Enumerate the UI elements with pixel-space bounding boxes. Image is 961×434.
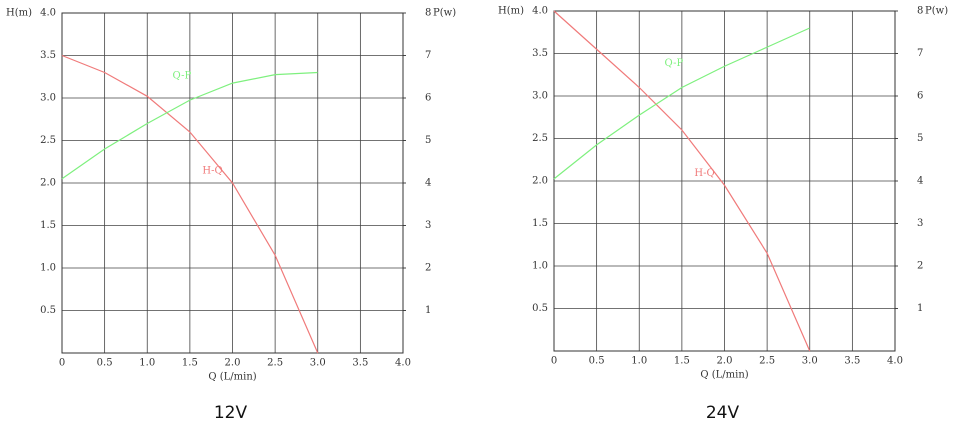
plot-frame xyxy=(61,12,404,354)
y2-tick-label: 8 xyxy=(425,8,431,19)
x-tick-label: 2.5 xyxy=(759,356,775,367)
series-line xyxy=(61,71,318,180)
y2-tick-label: 7 xyxy=(917,48,923,59)
y-tick-label: 1.0 xyxy=(532,261,548,272)
x-tick-label: 3.5 xyxy=(844,356,860,367)
x-tick-label: 3.0 xyxy=(802,356,818,367)
series-label: Q-P xyxy=(665,58,684,69)
y-tick-label: 1.0 xyxy=(40,263,56,274)
series-label: H-Q xyxy=(694,168,714,179)
y-tick-label: 3.5 xyxy=(40,50,56,61)
x-tick-label: 1.0 xyxy=(631,356,647,367)
x-axis-label: Q (L/min) xyxy=(208,372,256,383)
x-tick-label: 0 xyxy=(59,358,65,369)
y-tick-label: 1.5 xyxy=(532,218,548,229)
y2-tick-label: 6 xyxy=(425,93,431,104)
y2-tick-label: 2 xyxy=(917,261,923,272)
y-axis-label: H(m) xyxy=(498,6,524,17)
y-tick-label: 2.0 xyxy=(40,178,56,189)
x-tick-label: 4.0 xyxy=(887,356,903,367)
series-label: H-Q xyxy=(202,166,222,177)
y-tick-label: 2.0 xyxy=(532,176,548,187)
y-tick-label: 4.0 xyxy=(40,8,56,19)
series-line xyxy=(553,27,810,180)
y2-tick-label: 1 xyxy=(425,305,431,316)
y2-tick-label: 3 xyxy=(917,218,923,229)
chart-subtitle: 24V xyxy=(706,403,740,423)
series-line xyxy=(553,10,811,352)
y2-tick-label: 2 xyxy=(425,263,431,274)
plot-frame xyxy=(553,10,896,352)
y2-tick-label: 5 xyxy=(917,133,923,144)
y2-tick-label: 7 xyxy=(425,50,431,61)
y-axis-label: H(m) xyxy=(6,8,32,19)
x-tick-label: 3.0 xyxy=(310,358,326,369)
y-tick-label: 1.5 xyxy=(40,220,56,231)
x-tick-label: 1.0 xyxy=(139,358,155,369)
x-tick-label: 2.0 xyxy=(717,356,733,367)
y2-tick-label: 4 xyxy=(425,178,431,189)
y2-axis-label: P(w) xyxy=(433,8,456,19)
series-line xyxy=(61,54,319,354)
y-tick-label: 2.5 xyxy=(40,135,56,146)
chart: 0 0.5 1.0 1.5 2.0 2.5 3.0 3.5 4.0 0.5 1.0 1.5 2.0 2.5… xyxy=(6,8,456,424)
x-axis-label: Q (L/min) xyxy=(700,370,748,381)
x-tick-label: 3.5 xyxy=(352,358,368,369)
y2-tick-label: 4 xyxy=(917,176,923,187)
x-tick-label: 0.5 xyxy=(589,356,605,367)
y2-tick-label: 3 xyxy=(425,220,431,231)
x-tick-label: 2.0 xyxy=(225,358,241,369)
y2-tick-label: 5 xyxy=(425,135,431,146)
series-label: Q-P xyxy=(173,71,192,82)
y2-axis-label: P(w) xyxy=(925,6,948,17)
chart: 0 0.5 1.0 1.5 2.0 2.5 3.0 3.5 4.0 0.5 1.0 1.5 2.0 2.5… xyxy=(498,6,948,424)
x-tick-label: 0.5 xyxy=(97,358,113,369)
x-tick-label: 1.5 xyxy=(674,356,690,367)
chart-subtitle: 12V xyxy=(214,403,248,423)
y-tick-label: 0.5 xyxy=(40,305,56,316)
x-tick-label: 4.0 xyxy=(395,358,411,369)
y-tick-label: 3.5 xyxy=(532,48,548,59)
x-tick-label: 2.5 xyxy=(267,358,283,369)
y2-tick-label: 1 xyxy=(917,303,923,314)
y2-tick-label: 6 xyxy=(917,91,923,102)
y-tick-label: 3.0 xyxy=(40,93,56,104)
x-tick-label: 1.5 xyxy=(182,358,198,369)
y-tick-label: 4.0 xyxy=(532,6,548,17)
y-tick-label: 2.5 xyxy=(532,133,548,144)
y-tick-label: 3.0 xyxy=(532,91,548,102)
x-tick-label: 0 xyxy=(551,356,557,367)
y2-tick-label: 8 xyxy=(917,6,923,17)
y-tick-label: 0.5 xyxy=(532,303,548,314)
